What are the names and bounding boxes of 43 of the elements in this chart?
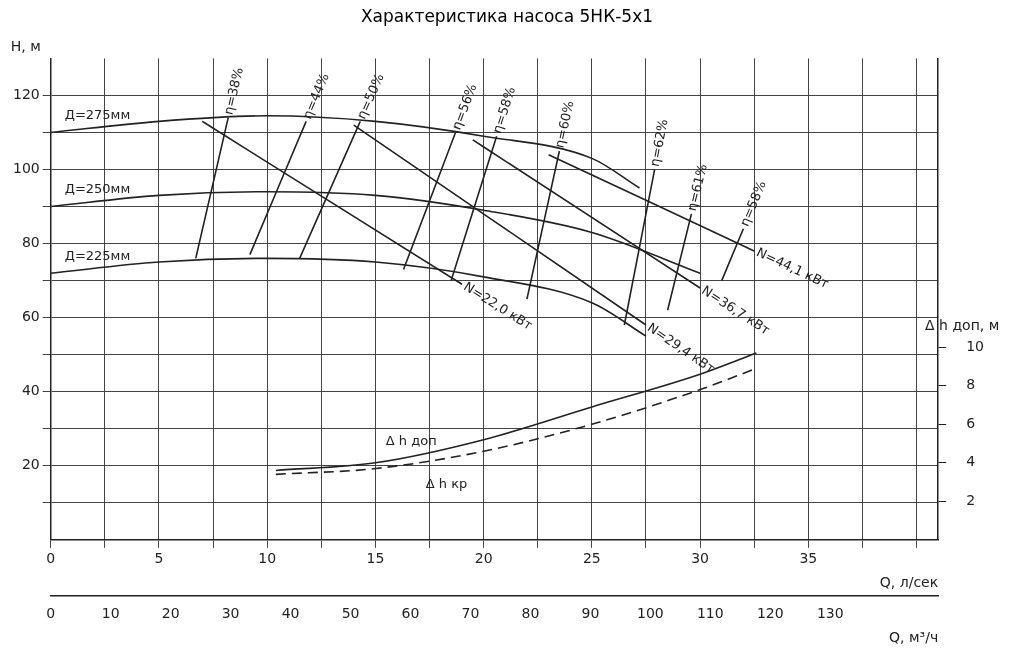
text: η=58% [489, 84, 518, 136]
y2-tick-label: 10 [966, 337, 985, 354]
x-tick-label: 5 [154, 549, 164, 566]
x2-axis-title: Q, м³/ч [889, 629, 939, 646]
x2-tick-label: 50 [341, 605, 360, 622]
x-tick-label: 30 [691, 549, 709, 566]
x-tick-label: 15 [366, 549, 385, 566]
y2-tick-label: 6 [966, 414, 976, 431]
x2-tick-label: 100 [636, 605, 664, 622]
y-tick-label: 120 [12, 86, 40, 103]
x-tick-label: 0 [46, 549, 56, 566]
y2-tick-label: 2 [966, 491, 976, 508]
x2-tick-label: 130 [816, 605, 844, 622]
y-axis-title: H, м [10, 38, 41, 55]
y2-axis-title: Δ h доп, м [925, 316, 1000, 333]
y-tick-label: 100 [12, 160, 40, 177]
x-tick-label: 20 [474, 549, 493, 566]
x2-tick-label: 110 [696, 605, 724, 622]
x2-tick-label: 10 [101, 605, 120, 622]
text: η=61% [683, 162, 710, 213]
y-tick-label: 60 [21, 308, 40, 325]
x2-tick-label: 90 [581, 605, 600, 622]
x-tick-label: 35 [799, 549, 818, 566]
x2-tick-label: 30 [221, 605, 240, 622]
y-tick-label: 20 [21, 456, 40, 473]
x-tick-label: 25 [582, 549, 601, 566]
x2-tick-label: 20 [161, 605, 180, 622]
x2-tick-label: 60 [401, 605, 420, 622]
x2-tick-label: 80 [521, 605, 540, 622]
x2-tick-label: 70 [461, 605, 480, 622]
text: η=62% [646, 117, 671, 168]
y-tick-label: 80 [21, 234, 40, 251]
y2-tick-label: 8 [966, 376, 976, 393]
chart-title: Характеристика насоса 5НК-5х1 [359, 6, 655, 26]
y-tick-label: 40 [21, 382, 40, 399]
x2-tick-label: 120 [756, 605, 784, 622]
x2-tick-label: 40 [281, 605, 300, 622]
x2-tick-label: 0 [46, 605, 56, 622]
x-axis-title: Q, л/сек [879, 573, 939, 590]
text: η=38% [220, 65, 246, 117]
text: η=60% [551, 99, 577, 150]
x-tick-label: 10 [258, 549, 277, 566]
y2-tick-label: 4 [966, 453, 976, 470]
